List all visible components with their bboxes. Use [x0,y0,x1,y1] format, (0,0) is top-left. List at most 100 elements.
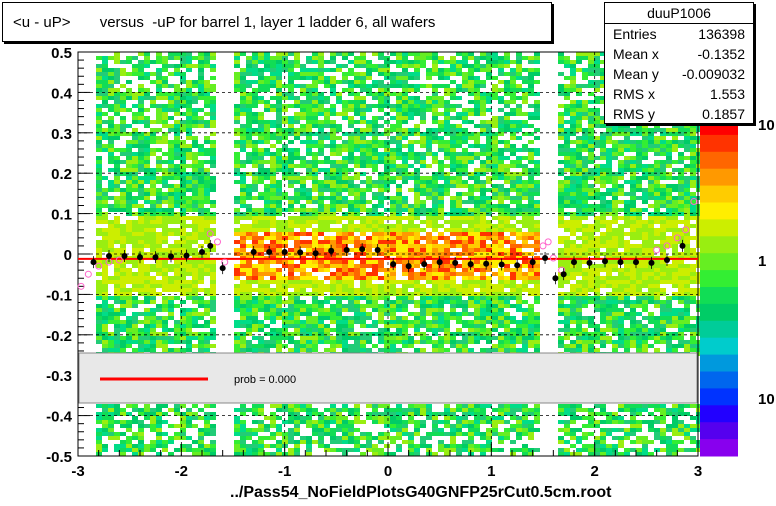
heat-cell [486,276,492,280]
heat-cell [378,348,384,352]
heat-cell [126,160,132,164]
heat-cell [96,288,102,292]
heat-cell [402,284,408,288]
heat-cell [420,180,426,184]
heat-cell [312,280,318,284]
heat-cell [276,336,282,340]
heat-cell [198,176,204,180]
heat-cell [114,344,120,348]
heat-cell [198,228,204,232]
heat-cell [192,144,198,148]
heat-cell [498,240,504,244]
heat-cell [156,88,162,92]
heat-cell [396,328,402,332]
heat-cell [270,56,276,60]
heat-cell [498,432,504,436]
heat-cell [354,160,360,164]
heat-cell [348,60,354,64]
heat-cell [318,248,324,252]
heat-cell [312,408,318,412]
heat-cell [162,200,168,204]
heat-cell [522,232,528,236]
heat-cell [420,340,426,344]
heat-cell [144,144,150,148]
heat-cell [528,408,534,412]
heat-cell [114,160,120,164]
heat-cell [294,216,300,220]
heat-cell [396,64,402,68]
heat-cell [282,168,288,172]
heat-cell [378,116,384,120]
heat-cell [174,84,180,88]
heat-cell [198,64,204,68]
heat-cell [270,240,276,244]
heat-cell [516,228,522,232]
heat-cell [258,112,264,116]
heat-cell [306,168,312,172]
heat-cell [342,148,348,152]
heat-cell [438,272,444,276]
heat-cell [306,208,312,212]
heat-cell [294,444,300,448]
heat-cell [138,336,144,340]
heat-cell [474,136,480,140]
heat-cell [204,340,210,344]
heat-cell [108,248,114,252]
heat-cell [474,152,480,156]
heat-cell [324,348,330,352]
heat-cell [378,200,384,204]
heat-cell [504,116,510,120]
heat-cell [348,316,354,320]
heat-cell [480,248,486,252]
heat-cell [168,228,174,232]
heat-cell [192,108,198,112]
heat-cell [288,80,294,84]
heat-cell [312,60,318,64]
heat-cell [336,428,342,432]
heat-cell [258,196,264,200]
heat-cell [246,452,252,456]
heat-cell [294,332,300,336]
heat-cell [186,116,192,120]
heat-cell [342,228,348,232]
heat-cell [318,228,324,232]
heat-cell [126,196,132,200]
heat-cell [420,436,426,440]
heat-cell [528,116,534,120]
heat-cell [486,316,492,320]
heat-cell [174,332,180,336]
heat-cell [288,104,294,108]
heat-cell [162,324,168,328]
heat-cell [186,176,192,180]
heat-cell [252,264,258,268]
heat-cell [444,72,450,76]
heat-cell [282,420,288,424]
heat-cell [306,240,312,244]
heat-cell [348,268,354,272]
heat-cell [312,432,318,436]
heat-cell [300,92,306,96]
heat-cell [324,276,330,280]
heat-cell [294,324,300,328]
heat-cell [120,128,126,132]
heat-cell [276,296,282,300]
heat-cell [258,60,264,64]
heat-cell [354,80,360,84]
heat-cell [270,172,276,176]
heat-cell [504,72,510,76]
heat-cell [384,224,390,228]
heat-cell [378,96,384,100]
heat-cell [252,104,258,108]
heat-cell [402,128,408,132]
heat-cell [498,280,504,284]
heat-cell [234,200,240,204]
heat-cell [450,424,456,428]
heat-cell [384,336,390,340]
heat-cell [420,272,426,276]
heat-cell [300,196,306,200]
heat-cell [270,424,276,428]
heat-cell [258,52,264,56]
heat-cell [306,84,312,88]
heat-cell [114,412,120,416]
heat-cell [234,196,240,200]
